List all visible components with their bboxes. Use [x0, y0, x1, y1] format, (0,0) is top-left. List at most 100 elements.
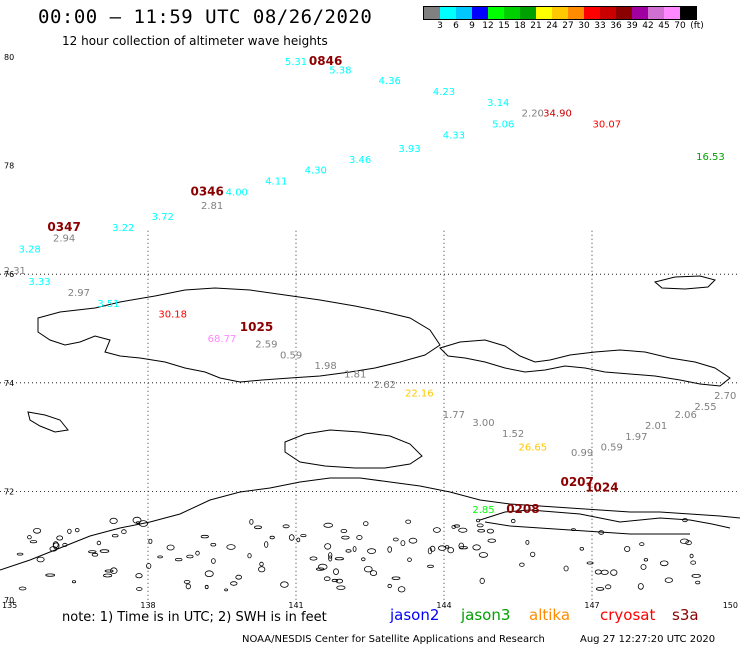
latitude-label: 76 [4, 270, 14, 279]
wave-height-label: 34.90 [543, 109, 572, 120]
wave-height-label: 0.99 [571, 448, 593, 459]
lake-outline [405, 519, 412, 524]
coastline-new-siberia-island [37, 287, 441, 383]
longitude-labels: 135 138 141 144 147 150 [2, 601, 738, 610]
lake-outline [530, 551, 536, 558]
lake-outline [316, 567, 325, 571]
legend-swatch [472, 7, 488, 19]
legend-swatch [600, 7, 616, 19]
wave-height-label: 26.65 [518, 443, 547, 454]
lake-outline [563, 565, 569, 572]
lake-outline [27, 535, 32, 540]
lake-outline [111, 534, 119, 538]
lake-outline [336, 585, 346, 590]
lake-outline [166, 544, 175, 551]
lat-lon-grid [0, 230, 740, 600]
lake-outline [408, 537, 418, 544]
lake-outline [586, 561, 594, 565]
lake-outline [247, 553, 252, 559]
wave-height-label: 4.36 [379, 76, 401, 87]
legend-swatch [424, 7, 440, 19]
pass-time-label: 0346 [190, 185, 223, 199]
legend-swatch [456, 7, 472, 19]
lake-outline [387, 583, 392, 589]
lake-outline [33, 527, 42, 534]
lake-outline [258, 566, 266, 573]
lake-outline [269, 535, 275, 540]
lake-outline [680, 538, 690, 544]
legend-tick-label: 36 [610, 21, 622, 31]
legend-swatch [616, 7, 632, 19]
wave-height-label: 2.20 [522, 109, 544, 120]
lake-outline [136, 587, 143, 591]
wave-height-label: 68.77 [208, 334, 237, 345]
wave-height-label: 2.81 [201, 201, 223, 212]
wave-height-label: 3.00 [472, 418, 494, 429]
lake-outline [186, 554, 194, 559]
wave-height-label: 3.93 [398, 144, 420, 155]
coastline-east-landmass [439, 339, 731, 387]
wave-height-label: 3.14 [487, 98, 509, 109]
wave-height-label: 3.22 [112, 223, 134, 234]
lake-outline [103, 573, 113, 578]
pass-time-label: 0347 [47, 220, 80, 234]
lake-outline [224, 588, 229, 592]
wave-height-label: 3.28 [18, 245, 40, 256]
legend-tick-label: 30 [578, 21, 590, 31]
wave-height-label: 2.01 [645, 421, 667, 432]
wave-height-label: 4.23 [433, 87, 455, 98]
wave-height-label: 1.98 [314, 361, 336, 372]
lake-outline [427, 564, 434, 568]
lake-outline [235, 574, 243, 580]
legend-tick-label: 21 [530, 21, 542, 31]
lake-outline [249, 519, 254, 525]
legend-tick-label: 27 [562, 21, 574, 31]
lake-outline [691, 574, 701, 578]
wave-height-label: 30.18 [158, 310, 187, 321]
lake-outline [400, 540, 406, 546]
lake-outline [447, 547, 455, 554]
lake-outline [328, 555, 333, 562]
latitude-label: 70 [4, 596, 14, 605]
wave-height-label: 2.97 [68, 288, 90, 299]
wave-height-label: 0.59 [280, 350, 302, 361]
legend-tick-label: 6 [453, 21, 459, 31]
satellite-jason3: jason3 [461, 606, 511, 624]
lake-outline [328, 552, 333, 559]
lake-outline [479, 577, 485, 585]
coastline-mainland [0, 477, 740, 571]
lake-outline [335, 578, 344, 584]
satellite-altika: altika [529, 606, 571, 624]
wave-height-label: 4.33 [443, 130, 465, 141]
wave-height-label: 1.97 [625, 432, 647, 443]
pass-time-label: 1024 [585, 480, 618, 494]
wave-height-label: 4.11 [265, 177, 287, 188]
lake-outline [659, 560, 669, 567]
lake-outline [458, 527, 468, 533]
lake-outline [637, 583, 644, 590]
lake-outline [525, 540, 530, 545]
latitude-label: 72 [4, 487, 14, 496]
lake-outline [288, 534, 295, 541]
footer-credit: NOAA/NESDIS Center for Satellite Applica… [242, 634, 545, 645]
lake-outline [174, 557, 183, 562]
lake-outline [476, 523, 484, 528]
wave-height-label: 22.16 [405, 388, 434, 399]
lake-outline [135, 573, 143, 579]
legend-tick-label: 12 [482, 21, 494, 31]
lake-outline [282, 524, 290, 529]
legend-tick-label: 45 [658, 21, 670, 31]
lake-outline [367, 548, 377, 554]
wave-height-label: 2.70 [714, 391, 736, 402]
lake-outline [29, 540, 38, 544]
lake-outline [363, 521, 369, 526]
pass-time-label: 1025 [240, 320, 273, 334]
lake-outline [571, 528, 576, 531]
wave-height-label: 2.85 [472, 505, 494, 516]
lake-outline [110, 567, 118, 574]
lake-outline [459, 546, 468, 550]
lake-outline [146, 563, 152, 569]
lake-outline [695, 580, 701, 585]
lake-outline [226, 544, 236, 550]
